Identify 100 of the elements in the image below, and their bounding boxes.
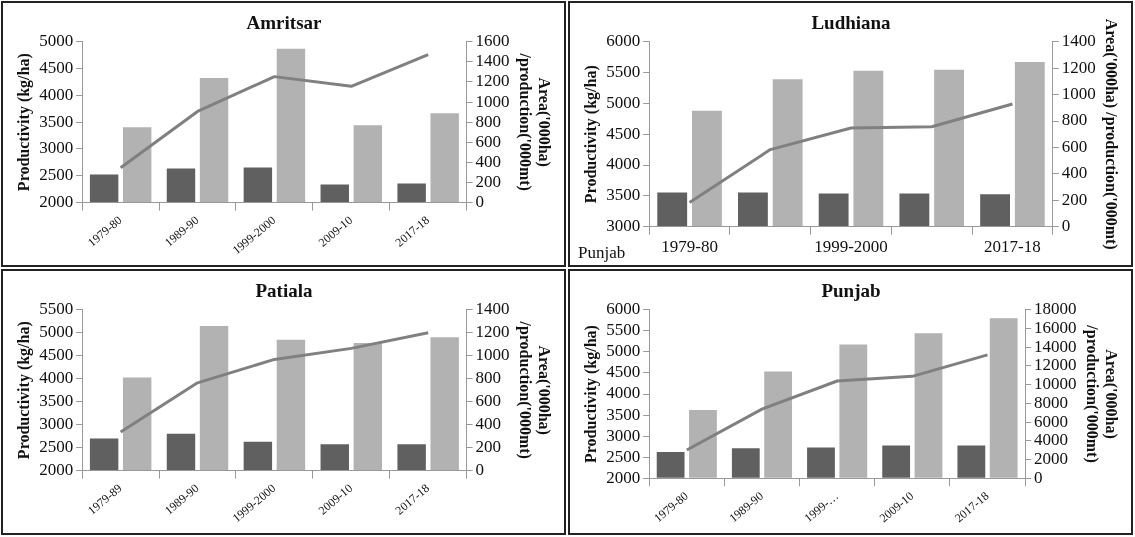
y2-tick-label: 600 (475, 131, 502, 151)
bar (738, 192, 768, 227)
y-tick-label: 4000 (606, 383, 641, 403)
bar (276, 339, 306, 471)
y2-tick-label: 1200 (475, 71, 510, 91)
y-tick-label: 3500 (39, 111, 74, 131)
y2-tick-label: 1600 (475, 31, 510, 51)
bar (764, 371, 793, 478)
y2-axis-title: Area('000ha) /production('000mt) (516, 52, 554, 191)
y-tick-label: 2500 (606, 446, 641, 466)
y2-tick-label: 1400 (475, 51, 510, 71)
bar (397, 444, 426, 471)
y-tick-label: 3000 (606, 425, 641, 445)
bar (353, 343, 383, 471)
bar (1014, 62, 1045, 227)
bar (957, 445, 986, 478)
bar (853, 70, 884, 227)
bar (934, 69, 964, 227)
y2-tick-label: 8000 (1034, 392, 1069, 412)
y2-tick-label: 200 (475, 171, 502, 191)
y-tick-label: 5000 (39, 322, 74, 342)
y-tick-label: 4000 (39, 84, 74, 104)
y2-tick-label: 1200 (1061, 57, 1096, 77)
bar (899, 193, 930, 227)
y-tick-label: 5500 (606, 62, 641, 82)
bar (656, 452, 685, 478)
y2-tick-label: 10000 (1034, 374, 1077, 394)
y-tick-label: 4000 (606, 154, 641, 174)
bar (166, 168, 196, 203)
y-axis-title: Productivity (kg/ha) (581, 65, 600, 204)
y-tick-label: 5000 (39, 31, 74, 51)
y2-axis-title: Area('000ha) /production('000mt) (516, 320, 554, 459)
y2-tick-label: 600 (1061, 136, 1088, 156)
bar (691, 110, 722, 227)
y-tick-label: 5500 (606, 320, 641, 340)
y2-tick-label: 14000 (1034, 336, 1077, 356)
x-tick-label: 1999-2000 (814, 237, 888, 257)
y-tick-label: 2500 (39, 165, 74, 185)
y-tick-label: 6000 (606, 299, 641, 319)
chart-title: Punjab (821, 280, 881, 302)
y-axis-title: Productivity (kg/ha) (581, 325, 600, 463)
y2-tick-label: 400 (475, 414, 502, 434)
y-tick-label: 5000 (606, 92, 641, 112)
y2-tick-label: 0 (1034, 467, 1043, 487)
y-axis-title: Productivity (kg/ha) (14, 321, 33, 460)
y2-tick-label: 1200 (475, 322, 510, 342)
bar (689, 409, 717, 478)
y-tick-label: 3500 (606, 185, 641, 205)
y2-tick-label: 1400 (1061, 31, 1096, 51)
y2-tick-label: 6000 (1034, 411, 1069, 431)
bar (807, 447, 835, 478)
y2-tick-label: 200 (1061, 189, 1088, 209)
y2-tick-label: 800 (475, 368, 502, 388)
y2-tick-label: 12000 (1034, 355, 1077, 375)
bar (243, 167, 273, 203)
y-tick-label: 4500 (39, 345, 74, 365)
bar (276, 48, 306, 203)
bar (89, 174, 119, 203)
y-tick-label: 6000 (606, 31, 641, 51)
y2-axis-title: Area('000ha) /production('000mt) (1102, 18, 1121, 250)
bar (243, 441, 273, 471)
bar (166, 433, 196, 471)
bar (89, 438, 119, 471)
y-tick-label: 4000 (39, 368, 74, 388)
y2-tick-label: 400 (475, 151, 502, 171)
y2-tick-label: 800 (475, 111, 502, 131)
bar (320, 444, 349, 471)
bar (122, 127, 152, 203)
y-tick-label: 5500 (39, 299, 74, 319)
y2-tick-label: 1000 (475, 345, 510, 365)
y-tick-label: 3000 (39, 414, 74, 434)
bar (430, 113, 459, 203)
bar (397, 183, 426, 203)
y2-tick-label: 2000 (1034, 449, 1069, 469)
chart-title: Amritsar (246, 12, 323, 34)
chart-title: Patiala (255, 280, 313, 302)
y-tick-label: 3500 (606, 404, 641, 424)
y2-tick-label: 4000 (1034, 430, 1069, 450)
y2-tick-label: 800 (1061, 110, 1088, 130)
bar (882, 445, 911, 478)
y-tick-label: 4500 (606, 123, 641, 143)
bar (914, 333, 943, 478)
y2-tick-label: 18000 (1034, 299, 1077, 319)
y-tick-label: 4500 (606, 362, 641, 382)
bar (657, 192, 688, 227)
x-tick-label: 2017-18 (984, 237, 1041, 257)
y-tick-label: 3500 (39, 391, 74, 411)
y-axis-title: Productivity (kg/ha) (14, 53, 33, 192)
text: Punjab (578, 243, 626, 263)
bar (731, 448, 760, 478)
y2-tick-label: 1000 (1061, 84, 1096, 104)
y2-tick-label: 0 (475, 192, 485, 212)
y2-tick-label: 1400 (475, 299, 510, 319)
y-tick-label: 2500 (39, 437, 74, 457)
y-tick-label: 4500 (39, 58, 74, 78)
y2-tick-label: 200 (475, 437, 502, 457)
bar (772, 79, 803, 227)
bar (320, 184, 349, 203)
bar (980, 194, 1011, 227)
y-tick-label: 3000 (606, 216, 641, 236)
